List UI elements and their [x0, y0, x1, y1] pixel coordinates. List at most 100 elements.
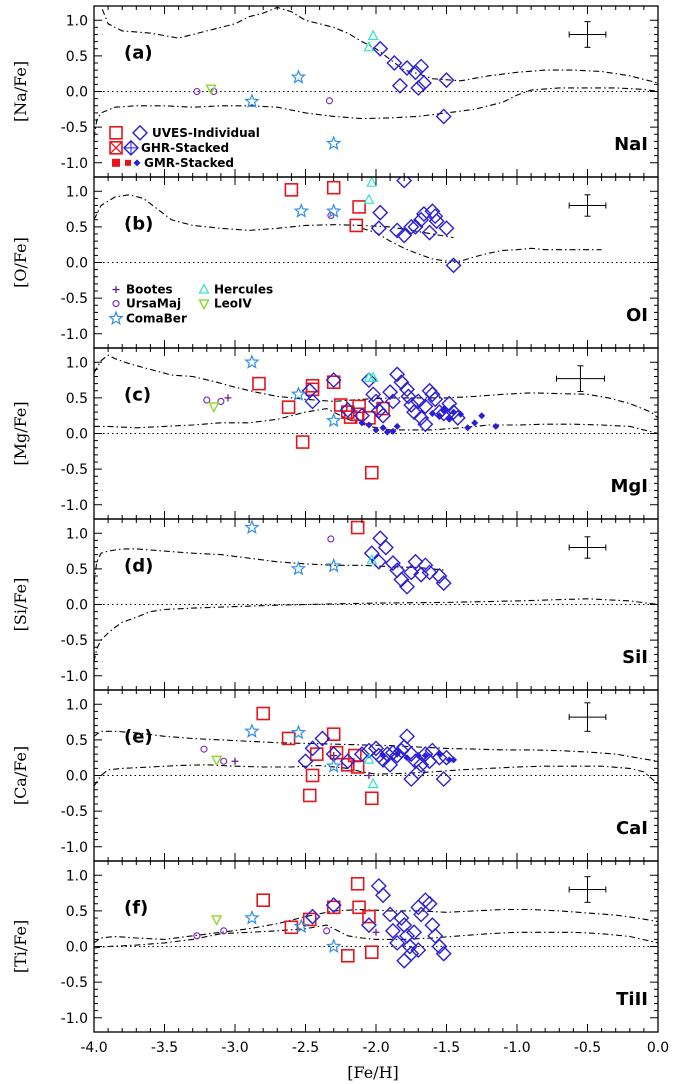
point-gmr	[403, 754, 411, 762]
comaber-star	[325, 135, 342, 151]
comaber-star	[244, 93, 260, 109]
gmr-dot	[379, 424, 387, 432]
uves-square	[295, 435, 310, 449]
gmr-dot	[383, 428, 391, 436]
uves-square	[252, 376, 266, 391]
point-ghr	[438, 749, 455, 766]
ghr-diamond	[445, 404, 462, 421]
gmr-dot	[428, 410, 436, 418]
ghr-diamond	[314, 730, 331, 747]
point-gmr	[414, 752, 422, 760]
point-ghr	[396, 177, 413, 189]
gmr-dot	[464, 424, 472, 432]
y-tick-label: 1.0	[66, 697, 88, 713]
point-bootes	[372, 928, 380, 936]
y-tick-label: 0.5	[66, 904, 88, 920]
ghr-diamond	[428, 213, 445, 230]
y-tick-label: -0.5	[61, 975, 88, 991]
point-ghr	[400, 388, 417, 405]
point-ghr	[399, 728, 416, 745]
point-uves	[256, 706, 271, 721]
point-hercules	[363, 41, 375, 52]
ghr-diamond	[396, 227, 413, 244]
legend-gmr-square	[112, 158, 120, 167]
element-label: TiII	[616, 989, 648, 1010]
ghr-diamond	[431, 749, 448, 766]
point-ghr	[421, 895, 438, 912]
y-tick-label: -1.0	[61, 498, 88, 514]
hercules-triangle	[198, 283, 210, 294]
point-ghr	[396, 227, 413, 244]
point-ghr	[297, 753, 314, 770]
point-ghr	[384, 922, 401, 939]
panels-group: -1.0 -0.5 0.0 0.5 1.0 [Na/Fe] (a) NaI UVES-Indiv…	[11, 5, 669, 1056]
point-ghr	[360, 372, 377, 389]
legend-ghr-square	[109, 141, 123, 155]
comaber-star	[290, 724, 307, 740]
hercules-triangle	[367, 29, 379, 41]
ursamaj-circle	[200, 745, 208, 753]
ghr-diamond	[389, 934, 406, 951]
panel-frame	[93, 347, 659, 520]
point-uves	[376, 401, 390, 416]
comaber-star	[244, 354, 260, 369]
ghr-diamond	[375, 407, 392, 424]
ghr-diamond	[389, 366, 406, 383]
point-ghr	[431, 568, 448, 584]
ghr-diamond	[389, 222, 406, 239]
legend-ghr-cross2	[124, 140, 138, 155]
point-comaber	[325, 203, 342, 218]
ghr-diamond	[339, 401, 356, 418]
point-comaber	[290, 386, 307, 401]
ghr-diamond	[384, 555, 401, 572]
gmr-dot	[421, 752, 429, 760]
legend-bootes-label: Bootes	[126, 283, 173, 297]
point-uves	[305, 768, 320, 783]
x-tick-label: -1.5	[433, 1040, 460, 1056]
point-ghr	[421, 224, 438, 241]
point-ghr	[304, 740, 321, 757]
ghr-diamond	[375, 887, 392, 904]
hercules-triangle	[363, 753, 375, 764]
point-ghr	[372, 40, 389, 57]
point-comaber	[244, 93, 260, 109]
y-tick-label: -1.0	[61, 327, 88, 343]
y-axis-label: [Ti/Fe]	[11, 920, 30, 973]
y-tick-label: -0.5	[61, 291, 88, 307]
point-ghr	[393, 910, 410, 926]
point-hercules	[363, 753, 375, 764]
y-tick-label: -0.5	[61, 633, 88, 649]
point-ghr	[339, 753, 356, 770]
point-ghr	[415, 206, 432, 223]
markers	[200, 706, 458, 806]
point-ghr	[428, 213, 445, 230]
y-tick-label: 0.0	[66, 598, 88, 614]
point-ghr	[372, 530, 389, 547]
point-ghr	[427, 391, 444, 408]
point-hercules	[363, 193, 375, 204]
point-ghr	[304, 908, 321, 925]
point-uves	[284, 920, 299, 935]
point-hercules	[367, 777, 379, 789]
bootes-plus	[372, 928, 380, 936]
point-bootes	[330, 752, 338, 760]
point-uves	[281, 400, 296, 414]
ghr-diamond	[393, 374, 410, 391]
uves-square	[340, 948, 355, 963]
point-gmr	[492, 422, 500, 430]
legend-bootes-marker	[112, 286, 120, 294]
legend-ghr-cross	[109, 141, 123, 155]
point-gmr	[365, 421, 373, 429]
point-ghr	[370, 877, 387, 894]
ghr-diamond	[403, 771, 420, 788]
point-ghr	[435, 575, 452, 592]
x-tick-label: -2.0	[362, 1040, 389, 1056]
point-gmr	[379, 752, 387, 760]
envelope-upper	[94, 548, 447, 584]
y-tick-label: -1.0	[61, 156, 88, 172]
y-tick-label: -1.0	[61, 840, 88, 856]
ghr-diamond	[399, 381, 416, 398]
point-ursamaj	[323, 927, 331, 935]
gmr-dot	[445, 756, 453, 764]
point-uves	[326, 727, 341, 741]
